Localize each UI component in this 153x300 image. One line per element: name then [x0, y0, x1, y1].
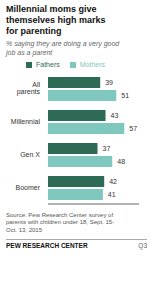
html-text:Mothers: Mothers — [79, 60, 105, 68]
html-text:Source: Pew Research Center su: Source: Pew Research Center survey of pa… — [6, 211, 115, 233]
svg-text:37: 37 — [103, 145, 111, 152]
svg-text:43: 43 — [111, 112, 119, 119]
html-text:PEW RESEARCH CENTER: PEW RESEARCH CENTER — [6, 242, 88, 250]
html-text:Fathers: Fathers — [36, 60, 60, 68]
svg-text:Allparents: Allparents — [17, 81, 41, 96]
svg-text:Gen X: Gen X — [20, 151, 40, 158]
svg-text:Millennial: Millennial — [11, 118, 41, 125]
svg-text:39: 39 — [105, 79, 113, 86]
svg-text:Boomer: Boomer — [15, 184, 40, 191]
html-text:% saying they are doing a very: % saying they are doing a very good job … — [6, 40, 120, 57]
svg-text:57: 57 — [129, 125, 137, 132]
svg-text:41: 41 — [108, 191, 116, 198]
html-text:Millennial moms give themselve: Millennial moms give themselves high mar… — [6, 4, 106, 36]
html-text:Q3: Q3 — [138, 242, 147, 250]
svg-text:51: 51 — [121, 92, 129, 99]
svg-text:42: 42 — [109, 178, 117, 185]
svg-text:48: 48 — [117, 158, 125, 165]
